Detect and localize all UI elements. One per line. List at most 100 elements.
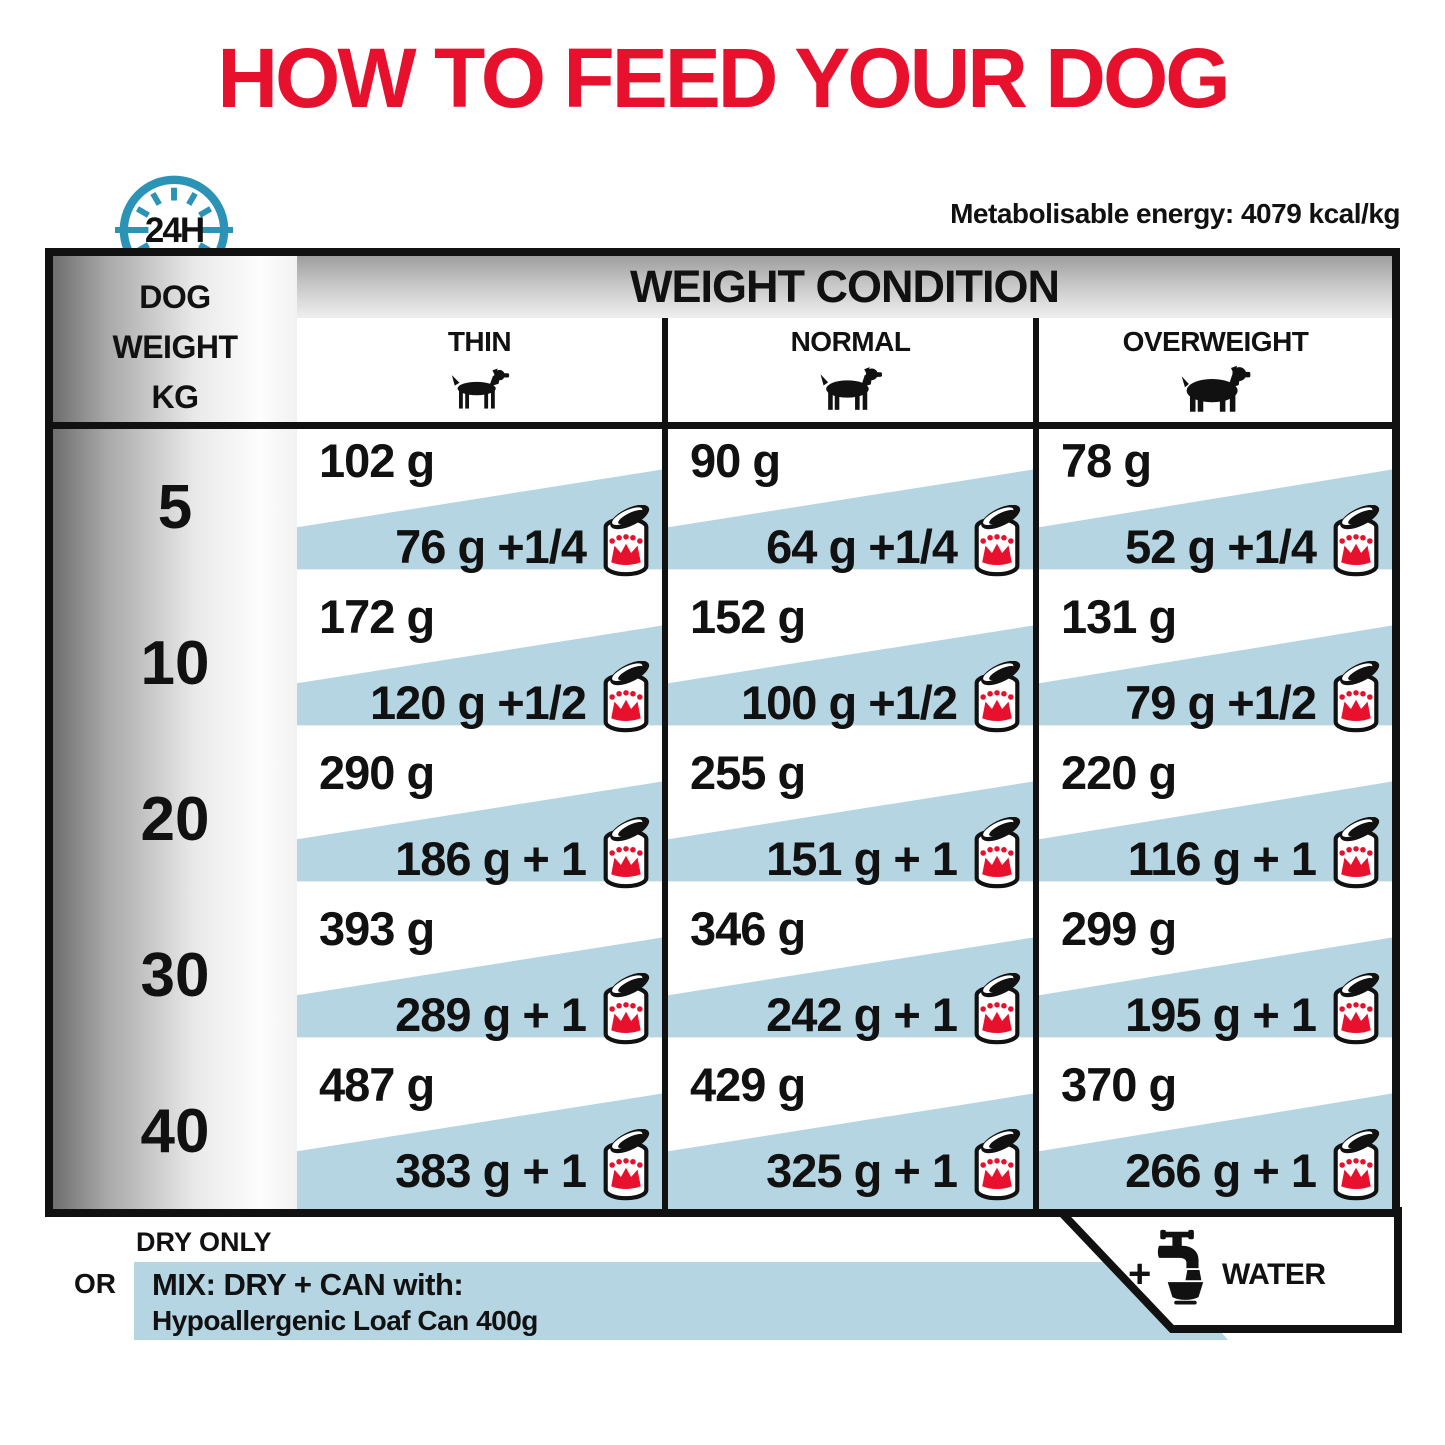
column-divider: [1033, 318, 1039, 1209]
feeding-cell: 393 g 289 g + 1: [297, 897, 662, 1053]
dog-weight-value: 40: [140, 1096, 210, 1166]
thin-dog-icon: [449, 363, 511, 415]
mix-line: 186 g + 1: [297, 819, 654, 897]
mix-amount: 266 g + 1: [1125, 1143, 1317, 1197]
column-label: OVERWEIGHT: [1122, 326, 1309, 357]
mix-amount: 151 g + 1: [766, 831, 958, 885]
mix-amount: 100 g +1/2: [740, 675, 958, 729]
can-icon: [969, 661, 1025, 733]
column-header-thin: THIN: [297, 326, 662, 420]
mix-line: 79 g +1/2: [1039, 663, 1384, 741]
mix-line: 195 g + 1: [1039, 975, 1384, 1053]
left-column-background: [53, 256, 297, 1209]
can-icon: [1328, 1129, 1384, 1201]
feeding-cell: 220 g 116 g + 1: [1039, 741, 1392, 897]
can-icon: [598, 505, 654, 577]
plus-sign: +: [1128, 1252, 1152, 1296]
table-row: 20 290 g 186 g + 1 255 g 151 g + 1: [53, 741, 1392, 897]
water-label: WATER: [1222, 1258, 1326, 1291]
mix-amount: 120 g +1/2: [369, 675, 587, 729]
can-icon: [1328, 661, 1384, 733]
dry-amount: 255 g: [690, 746, 806, 799]
dry-amount: 172 g: [319, 590, 435, 643]
can-icon: [969, 817, 1025, 889]
mix-amount: 116 g + 1: [1127, 831, 1317, 885]
weight-condition-header: WEIGHT CONDITION: [297, 256, 1392, 318]
mix-line: 266 g + 1: [1039, 1131, 1384, 1209]
feeding-cell: 102 g 76 g +1/4: [297, 429, 662, 585]
dog-weight-value: 30: [140, 940, 210, 1010]
dry-only-label: DRY ONLY: [136, 1227, 272, 1257]
mix-amount: 195 g + 1: [1125, 987, 1317, 1041]
can-icon: [598, 661, 654, 733]
can-icon: [1328, 817, 1384, 889]
mix-amount: 52 g +1/4: [1125, 519, 1317, 573]
mix-title: MIX: DRY + CAN with:: [152, 1267, 464, 1302]
dry-amount: 429 g: [690, 1058, 806, 1111]
mix-line: 64 g +1/4: [668, 507, 1025, 585]
column-header-overweight: OVERWEIGHT: [1039, 326, 1392, 420]
mix-legend-band: MIX: DRY + CAN with: Hypoallergenic Loaf…: [134, 1262, 1228, 1340]
column-divider: [662, 318, 668, 1209]
can-icon: [969, 505, 1025, 577]
can-icon: [598, 817, 654, 889]
column-header-normal: NORMAL: [668, 326, 1033, 420]
mix-line: 151 g + 1: [668, 819, 1025, 897]
or-label: OR: [74, 1268, 116, 1299]
mix-line: 325 g + 1: [668, 1131, 1025, 1209]
table-row: 30 393 g 289 g + 1 346 g 242 g + 1: [53, 897, 1392, 1053]
column-label: THIN: [447, 326, 512, 357]
water-tap-icon: [1150, 1228, 1206, 1312]
feeding-cell: 346 g 242 g + 1: [668, 897, 1033, 1053]
mix-amount: 383 g + 1: [395, 1143, 587, 1197]
dry-amount: 299 g: [1061, 902, 1177, 955]
mix-line: 289 g + 1: [297, 975, 654, 1053]
feeding-cell: 90 g 64 g +1/4: [668, 429, 1033, 585]
dry-amount: 487 g: [319, 1058, 435, 1111]
mix-amount: 186 g + 1: [395, 831, 587, 885]
mix-subtitle: Hypoallergenic Loaf Can 400g: [152, 1305, 538, 1336]
table-row: 5 102 g 76 g +1/4 90 g 64 g +1/4: [53, 429, 1392, 585]
dry-amount: 290 g: [319, 746, 435, 799]
can-icon: [1328, 505, 1384, 577]
mix-line: 383 g + 1: [297, 1131, 654, 1209]
table-row: 40 487 g 383 g + 1 429 g 325 g + 1: [53, 1053, 1392, 1209]
mix-line: 76 g +1/4: [297, 507, 654, 585]
feeding-cell: 131 g 79 g +1/2: [1039, 585, 1392, 741]
dry-amount: 346 g: [690, 902, 806, 955]
dry-amount: 220 g: [1061, 746, 1177, 799]
mix-line: 52 g +1/4: [1039, 507, 1384, 585]
corner-line: DOG: [139, 279, 211, 315]
corner-line: WEIGHT: [112, 329, 238, 365]
mix-amount: 64 g +1/4: [766, 519, 958, 573]
dry-amount: 152 g: [690, 590, 806, 643]
feeding-cell: 255 g 151 g + 1: [668, 741, 1033, 897]
dry-amount: 90 g: [690, 434, 781, 487]
can-icon: [598, 1129, 654, 1201]
mix-amount: 79 g +1/2: [1125, 675, 1317, 729]
feeding-cell: 152 g 100 g +1/2: [668, 585, 1033, 741]
mix-line: 100 g +1/2: [668, 663, 1025, 741]
corner-line: KG: [151, 379, 200, 415]
header-divider-line: [53, 422, 1392, 429]
feeding-cell: 172 g 120 g +1/2: [297, 585, 662, 741]
clock-label: 24H: [144, 211, 205, 250]
can-icon: [1328, 973, 1384, 1045]
dry-amount: 370 g: [1061, 1058, 1177, 1111]
clock-24h-icon: 24H: [115, 171, 233, 289]
dog-weight-kg-header: DOG WEIGHT KG: [53, 272, 297, 422]
weight-condition-title: WEIGHT CONDITION: [630, 261, 1060, 312]
mix-line: 242 g + 1: [668, 975, 1025, 1053]
feeding-cell: 370 g 266 g + 1: [1039, 1053, 1392, 1209]
overweight-dog-icon: [1180, 363, 1252, 415]
feeding-cell: 78 g 52 g +1/4: [1039, 429, 1392, 585]
feeding-cell: 299 g 195 g + 1: [1039, 897, 1392, 1053]
dog-weight-value: 20: [140, 784, 210, 854]
page-title: HOW TO FEED YOUR DOG: [217, 31, 1230, 125]
feeding-cell: 290 g 186 g + 1: [297, 741, 662, 897]
energy-note: Metabolisable energy: 4079 kcal/kg: [950, 198, 1400, 229]
mix-amount: 76 g +1/4: [395, 519, 587, 573]
mix-amount: 325 g + 1: [766, 1143, 958, 1197]
dog-weight-value: 5: [157, 472, 193, 542]
column-label: NORMAL: [790, 326, 911, 357]
